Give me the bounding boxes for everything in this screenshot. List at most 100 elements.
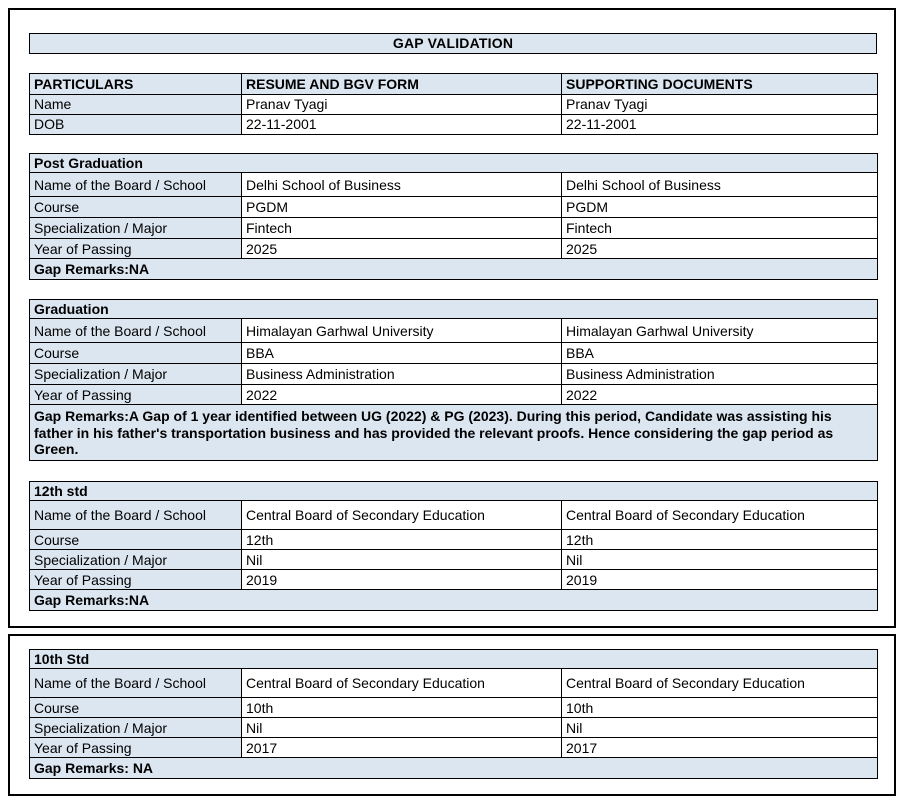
supporting-value-cell: Pranav Tyagi [561, 94, 878, 115]
resume-value-cell: Nil [241, 717, 562, 739]
resume-value-cell: 2017 [241, 737, 562, 759]
gap-remarks-row: Gap Remarks: NA [28, 757, 879, 780]
section-title: 12th std [28, 480, 879, 502]
resume-value-cell: 12th [241, 529, 562, 551]
table-row-year-of-passing: Year of Passing 2017 2017 [29, 737, 879, 759]
resume-value-cell: PGDM [241, 196, 562, 219]
supporting-value-cell: 2025 [560, 238, 879, 260]
supporting-value-cell: 2019 [560, 569, 879, 591]
section-title: Graduation [29, 298, 878, 320]
row-label-cell: Name of the Board / School [29, 318, 242, 344]
resume-value-cell: 2025 [241, 238, 562, 260]
section-header-row: Post Graduation [28, 152, 879, 174]
section-table-12th-std: 12th std Name of the Board / School Cent… [28, 480, 879, 612]
table-row-board-school: Name of the Board / School Himalayan Gar… [29, 318, 878, 344]
table-row-board-school: Name of the Board / School Central Board… [29, 668, 879, 699]
resume-value-cell: Nil [241, 549, 562, 571]
row-label-cell: Year of Passing [29, 737, 242, 759]
table-row-course: Course PGDM PGDM [29, 196, 879, 219]
resume-value-cell: Central Board of Secondary Education [241, 500, 562, 531]
row-label-cell: Name of the Board / School [29, 172, 242, 198]
gap-remarks: Gap Remarks:A Gap of 1 year identified b… [29, 404, 878, 462]
table-row-specialization: Specialization / Major Fintech Fintech [29, 217, 879, 240]
section-header-row: 10th Std [28, 648, 879, 670]
column-header-particulars: PARTICULARS [29, 73, 242, 95]
row-label-cell: Name of the Board / School [29, 500, 242, 531]
row-label-cell: Specialization / Major [29, 717, 242, 739]
gap-remarks: Gap Remarks:NA [28, 589, 879, 612]
supporting-value-cell: Delhi School of Business [560, 172, 879, 198]
resume-value-cell: Central Board of Secondary Education [241, 668, 562, 699]
supporting-value-cell: PGDM [560, 196, 879, 219]
table-row-board-school: Name of the Board / School Delhi School … [29, 172, 879, 198]
main-panel: GAP VALIDATION PARTICULARS RESUME AND BG… [8, 8, 896, 628]
supporting-value-cell: Fintech [560, 217, 879, 240]
resume-value-cell: Delhi School of Business [241, 172, 562, 198]
supporting-value-cell: Central Board of Secondary Education [560, 500, 879, 531]
table-row-course: Course 12th 12th [29, 529, 879, 551]
resume-value-cell: Fintech [241, 217, 562, 240]
row-label-cell: Course [29, 342, 242, 365]
row-label-cell: Year of Passing [29, 384, 242, 406]
resume-value-cell: 22-11-2001 [241, 114, 562, 135]
row-label-cell: Course [29, 529, 242, 551]
section-title: Post Graduation [28, 152, 879, 174]
row-label-cell: DOB [29, 114, 242, 135]
table-row-year-of-passing: Year of Passing 2025 2025 [29, 238, 879, 260]
particulars-table: PARTICULARS RESUME AND BGV FORM SUPPORTI… [29, 73, 878, 135]
resume-value-cell: 2019 [241, 569, 562, 591]
table-row-specialization: Specialization / Major Nil Nil [29, 549, 879, 571]
row-label-cell: Specialization / Major [29, 363, 242, 386]
row-label-cell: Course [29, 697, 242, 719]
supporting-value-cell: 12th [560, 529, 879, 551]
table-row-year-of-passing: Year of Passing 2019 2019 [29, 569, 879, 591]
table-row-course: Course 10th 10th [29, 697, 879, 719]
supporting-value-cell: Nil [560, 717, 879, 739]
column-header-resume-bgv: RESUME AND BGV FORM [241, 73, 562, 95]
gap-remarks: Gap Remarks: NA [28, 757, 879, 780]
gap-remarks-row: Gap Remarks:NA [28, 258, 879, 281]
gap-remarks: Gap Remarks:NA [28, 258, 879, 281]
resume-value-cell: 2022 [241, 384, 562, 406]
supporting-value-cell: 2022 [561, 384, 878, 406]
section-header-row: Graduation [29, 298, 878, 320]
supporting-value-cell: Central Board of Secondary Education [560, 668, 879, 699]
resume-value-cell: Pranav Tyagi [241, 94, 562, 115]
row-label-cell: Name [29, 94, 242, 115]
supporting-value-cell: 22-11-2001 [561, 114, 878, 135]
particulars-header-row: PARTICULARS RESUME AND BGV FORM SUPPORTI… [29, 73, 878, 95]
supporting-value-cell: 10th [560, 697, 879, 719]
row-label-cell: Specialization / Major [29, 549, 242, 571]
table-row-board-school: Name of the Board / School Central Board… [29, 500, 879, 531]
table-row-course: Course BBA BBA [29, 342, 878, 365]
supporting-value-cell: BBA [561, 342, 878, 365]
table-row-name: Name Pranav Tyagi Pranav Tyagi [29, 94, 878, 115]
table-row-specialization: Specialization / Major Business Administ… [29, 363, 878, 386]
section-header-row: 12th std [28, 480, 879, 502]
section-table-post-graduation: Post Graduation Name of the Board / Scho… [28, 152, 879, 281]
row-label-cell: Year of Passing [29, 569, 242, 591]
supporting-value-cell: Nil [560, 549, 879, 571]
supporting-value-cell: Business Administration [561, 363, 878, 386]
section-title: 10th Std [28, 648, 879, 670]
supporting-value-cell: 2017 [560, 737, 879, 759]
gap-remarks-row: Gap Remarks:NA [28, 589, 879, 612]
row-label-cell: Name of the Board / School [29, 668, 242, 699]
resume-value-cell: BBA [241, 342, 562, 365]
supporting-value-cell: Himalayan Garhwal University [561, 318, 878, 344]
column-header-supporting-docs: SUPPORTING DOCUMENTS [561, 73, 878, 95]
tenth-std-panel: 10th Std Name of the Board / School Cent… [8, 634, 896, 796]
table-row-year-of-passing: Year of Passing 2022 2022 [29, 384, 878, 406]
table-row-specialization: Specialization / Major Nil Nil [29, 717, 879, 739]
page-title: GAP VALIDATION [29, 33, 877, 54]
table-row-dob: DOB 22-11-2001 22-11-2001 [29, 114, 878, 135]
section-table-graduation: Graduation Name of the Board / School Hi… [29, 298, 878, 462]
row-label-cell: Year of Passing [29, 238, 242, 260]
row-label-cell: Specialization / Major [29, 217, 242, 240]
resume-value-cell: Business Administration [241, 363, 562, 386]
section-table-10th-std: 10th Std Name of the Board / School Cent… [28, 648, 879, 780]
gap-remarks-row: Gap Remarks:A Gap of 1 year identified b… [29, 404, 878, 462]
row-label-cell: Course [29, 196, 242, 219]
resume-value-cell: 10th [241, 697, 562, 719]
